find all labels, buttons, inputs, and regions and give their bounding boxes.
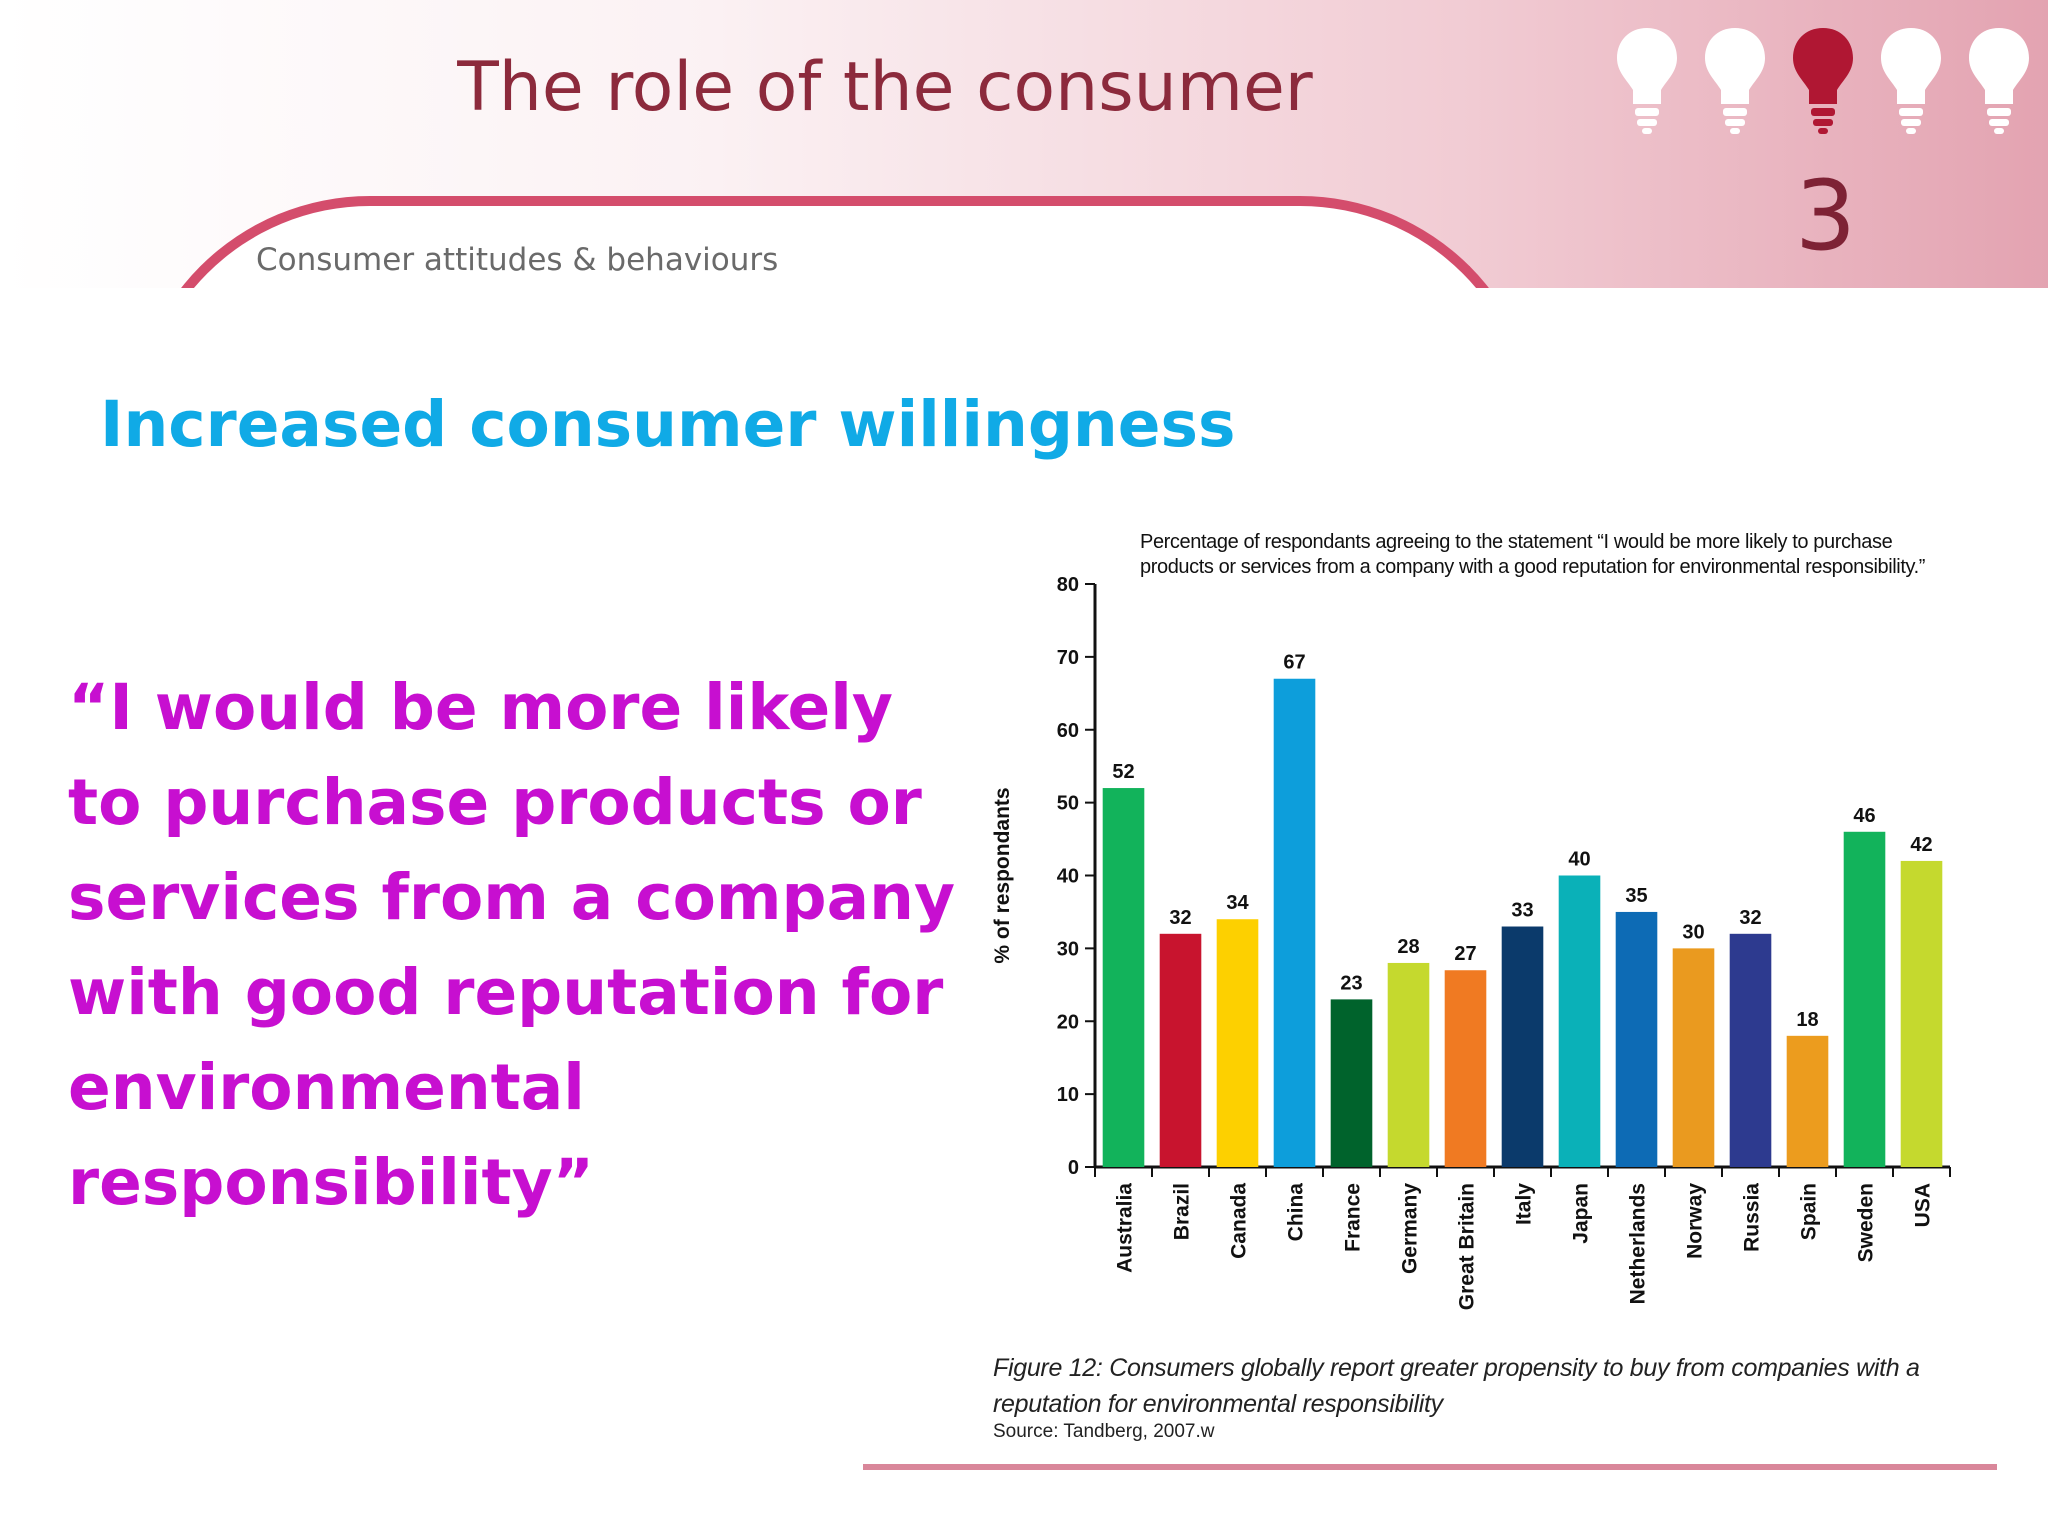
- data-label: 42: [1910, 834, 1932, 856]
- category-label: Great Britain: [1456, 1183, 1479, 1310]
- category-label: Netherlands: [1627, 1183, 1650, 1304]
- y-tick-label: 50: [1057, 793, 1079, 815]
- bar-italy: [1501, 926, 1544, 1167]
- category-label: Italy: [1513, 1183, 1536, 1225]
- y-tick-label: 30: [1057, 938, 1079, 960]
- bar-sweden: [1843, 831, 1886, 1167]
- bar-norway: [1672, 948, 1715, 1167]
- lightbulb-icon: [1791, 26, 1855, 136]
- lightbulb-icon: [1703, 26, 1767, 136]
- y-tick-label: 20: [1057, 1011, 1079, 1033]
- category-label: Germany: [1399, 1183, 1422, 1274]
- y-tick-label: 40: [1057, 866, 1079, 888]
- chart-labels: 52 Australia 32 Brazil 34 Canada 67 China 23 Fran…: [1112, 652, 1934, 1310]
- category-label: France: [1342, 1183, 1365, 1252]
- lightbulb-icon: [1615, 26, 1679, 136]
- bar-usa: [1900, 860, 1943, 1167]
- category-label: China: [1285, 1183, 1308, 1242]
- data-label: 32: [1169, 907, 1191, 929]
- bar-chart: 0 10 20 30 40 50 60 70 80 % of respondants 52 Aust…: [991, 574, 1951, 1310]
- quote-text: “I would be more likely to purchase prod…: [68, 671, 956, 1219]
- lightbulb-icon: [1967, 26, 2031, 136]
- category-label: Australia: [1114, 1183, 1137, 1273]
- category-label: Japan: [1570, 1183, 1593, 1244]
- data-label: 18: [1796, 1009, 1818, 1031]
- data-label: 52: [1112, 761, 1134, 783]
- data-label: 35: [1625, 885, 1647, 907]
- category-label: Sweden: [1855, 1183, 1878, 1262]
- data-label: 40: [1568, 849, 1590, 871]
- y-tick-label: 10: [1057, 1084, 1079, 1106]
- bottom-divider: [863, 1464, 1997, 1470]
- data-label: 34: [1226, 892, 1249, 914]
- category-label: Norway: [1684, 1183, 1707, 1259]
- category-label: Brazil: [1171, 1183, 1194, 1240]
- category-label: Canada: [1228, 1183, 1251, 1259]
- y-tick-label: 70: [1057, 647, 1079, 669]
- category-label: Spain: [1798, 1183, 1821, 1240]
- data-label: 23: [1340, 972, 1362, 994]
- bar-germany: [1387, 962, 1430, 1167]
- bar-australia: [1102, 788, 1145, 1167]
- chart-title: Percentage of respondants agreeing to th…: [1140, 531, 1926, 578]
- figure-caption: Figure 12: Consumers globally report gre…: [993, 1354, 1920, 1418]
- bar-france: [1330, 999, 1373, 1167]
- bar-netherlands: [1615, 911, 1658, 1167]
- bar-canada: [1216, 919, 1259, 1167]
- category-label: Russia: [1741, 1183, 1764, 1252]
- data-label: 30: [1682, 921, 1704, 943]
- data-label: 46: [1853, 805, 1875, 827]
- y-axis-label: % of respondants: [991, 787, 1014, 963]
- lightbulb-icons: [1615, 26, 2045, 136]
- bar-china: [1273, 678, 1316, 1167]
- figure-source: Source: Tandberg, 2007.w: [993, 1421, 1215, 1442]
- data-label: 67: [1283, 652, 1305, 674]
- chart-bars: [1102, 678, 1943, 1167]
- y-tick-label: 0: [1068, 1157, 1079, 1179]
- data-label: 27: [1454, 943, 1476, 965]
- bar-japan: [1558, 875, 1601, 1167]
- lightbulb-icon: [1879, 26, 1943, 136]
- category-label: USA: [1912, 1183, 1935, 1227]
- y-tick-label: 80: [1057, 574, 1079, 596]
- y-tick-label: 60: [1057, 720, 1079, 742]
- section-subtitle: Consumer attitudes & behaviours: [256, 242, 779, 278]
- data-label: 32: [1739, 907, 1761, 929]
- bar-brazil: [1159, 933, 1202, 1167]
- section-number: 3: [1795, 160, 1857, 272]
- header-banner: The role of the consumer Consumer attitu…: [0, 0, 2048, 288]
- bar-spain: [1786, 1035, 1829, 1167]
- slide-heading: Increased consumer willingness: [100, 388, 1236, 461]
- data-label: 33: [1511, 900, 1533, 922]
- bar-great-britain: [1444, 970, 1487, 1167]
- bar-russia: [1729, 933, 1772, 1167]
- data-label: 28: [1397, 936, 1419, 958]
- slide-title: The role of the consumer: [457, 48, 1313, 127]
- header-arc: [130, 196, 1540, 288]
